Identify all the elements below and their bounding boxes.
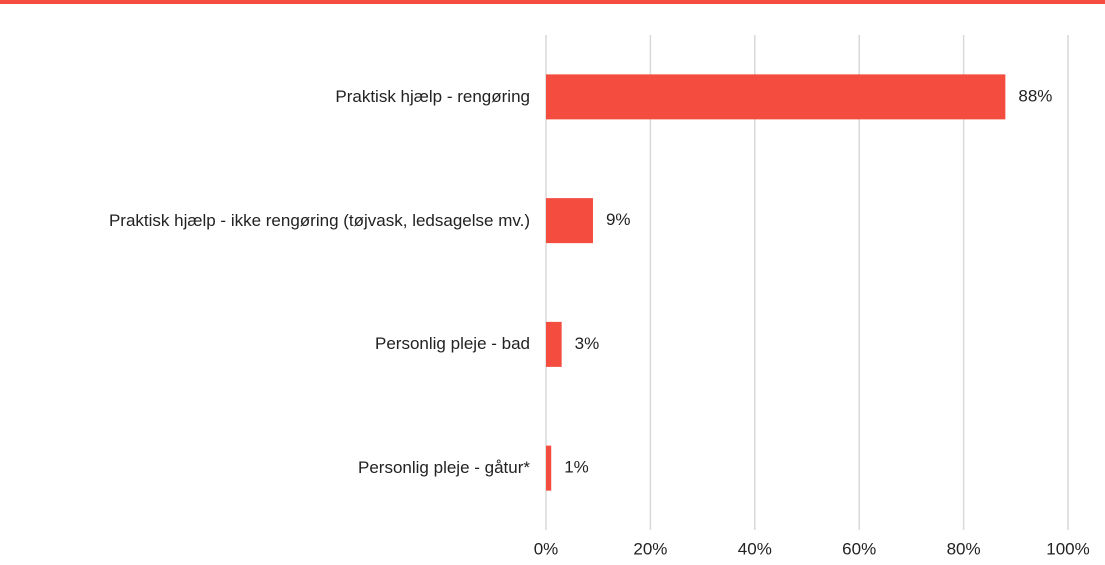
x-tick-label: 20% (633, 539, 667, 558)
data-label: 3% (575, 334, 600, 353)
y-tick-label: Praktisk hjælp - rengøring (335, 86, 530, 106)
y-tick-label-box: Praktisk hjælp - ikke rengøring (tøjvask… (30, 191, 530, 251)
y-tick-label-box: Praktisk hjælp - rengøring (30, 67, 530, 127)
x-tick-label: 40% (738, 539, 772, 558)
y-tick-label-box: Personlig pleje - gåtur* (30, 438, 530, 498)
bar (546, 74, 1006, 120)
data-label: 1% (564, 458, 589, 477)
y-tick-label: Praktisk hjælp - ikke rengøring (tøjvask… (108, 210, 530, 230)
bar (546, 445, 552, 491)
data-label: 9% (606, 210, 631, 229)
bar (546, 321, 562, 367)
bar (546, 198, 593, 244)
y-tick-label-box: Personlig pleje - bad (30, 314, 530, 374)
top-rule (0, 0, 1105, 4)
x-tick-label: 100% (1046, 539, 1089, 558)
y-tick-label: Personlig pleje - bad (375, 334, 530, 354)
data-label: 88% (1018, 86, 1052, 105)
x-tick-label: 60% (842, 539, 876, 558)
y-tick-label: Personlig pleje - gåtur* (358, 458, 530, 478)
x-tick-label: 80% (947, 539, 981, 558)
x-tick-label: 0% (534, 539, 559, 558)
